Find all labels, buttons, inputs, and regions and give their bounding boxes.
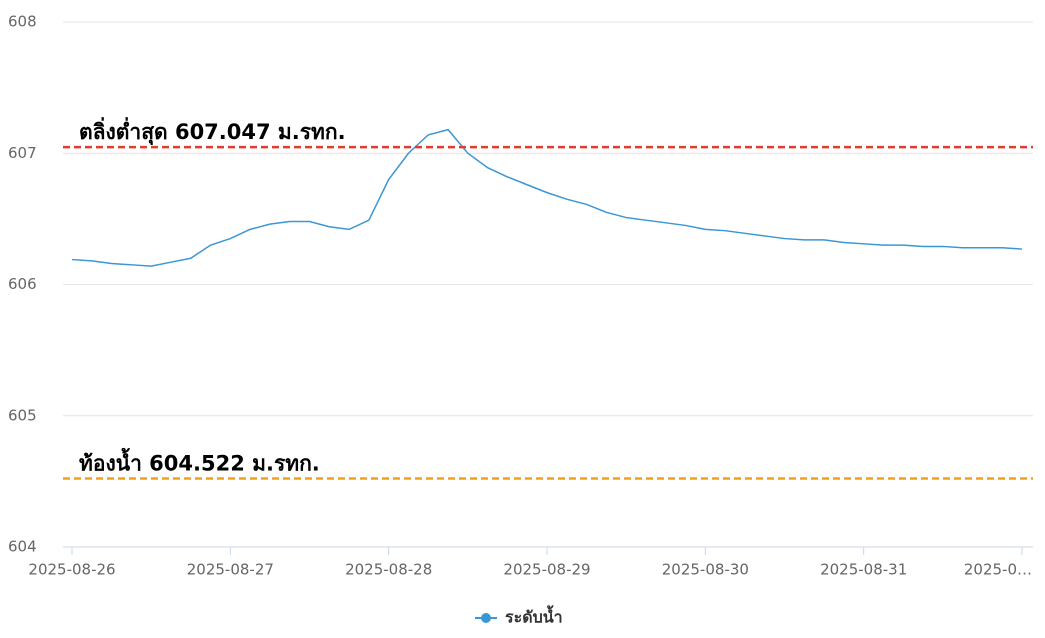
legend-marker bbox=[481, 613, 491, 623]
y-tick-label: 606 bbox=[8, 275, 37, 293]
x-tick-label: 2025-08-26 bbox=[28, 561, 115, 579]
reference-label: ท้องน้ำ 604.522 ม.รทก. bbox=[79, 447, 320, 475]
x-tick-label: 2025-08-31 bbox=[820, 561, 907, 579]
data-line bbox=[71, 128, 1023, 267]
reference-label: ตลิ่งต่ำสุด 607.047 ม.รทก. bbox=[79, 116, 346, 146]
x-tick-label: 2025-0… bbox=[964, 561, 1032, 579]
x-tick-label: 2025-08-28 bbox=[345, 561, 432, 579]
y-tick-label: 607 bbox=[8, 144, 37, 162]
y-tick-label: 605 bbox=[8, 406, 37, 424]
y-tick-label: 608 bbox=[8, 13, 37, 31]
y-tick-label: 604 bbox=[8, 538, 37, 556]
legend-item[interactable]: ระดับน้ำ bbox=[475, 605, 563, 627]
x-tick-label: 2025-08-29 bbox=[503, 561, 590, 579]
x-tick-label: 2025-08-27 bbox=[187, 561, 274, 579]
x-tick-label: 2025-08-30 bbox=[662, 561, 749, 579]
legend-label: ระดับน้ำ bbox=[505, 605, 563, 627]
